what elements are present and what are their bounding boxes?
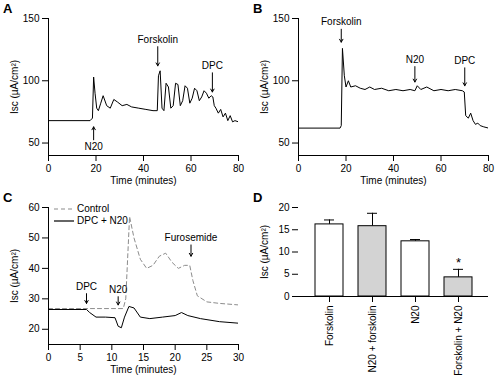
- svg-text:N20: N20: [406, 54, 425, 65]
- svg-text:0: 0: [284, 291, 290, 302]
- svg-text:0: 0: [46, 163, 52, 174]
- svg-text:Forskolin + N20: Forskolin + N20: [453, 305, 464, 376]
- svg-text:25: 25: [201, 352, 213, 363]
- svg-text:Time (minutes): Time (minutes): [110, 175, 176, 186]
- svg-text:40: 40: [28, 263, 40, 274]
- svg-text:60: 60: [435, 163, 447, 174]
- svg-text:10: 10: [106, 352, 118, 363]
- svg-text:DPC: DPC: [454, 55, 475, 66]
- svg-text:Forskolin: Forskolin: [324, 306, 335, 347]
- svg-text:5: 5: [77, 352, 83, 363]
- svg-text:Isc (µA/cm²): Isc (µA/cm²): [259, 60, 270, 114]
- svg-text:30: 30: [233, 352, 245, 363]
- svg-text:N20: N20: [84, 141, 103, 152]
- html-text:Control: Control: [77, 203, 110, 214]
- svg-text:40: 40: [388, 163, 400, 174]
- svg-text:0: 0: [46, 352, 52, 363]
- svg-text:60: 60: [28, 202, 40, 213]
- svg-text:Isc (µA/cm²): Isc (µA/cm²): [9, 249, 20, 303]
- svg-text:*: *: [456, 255, 461, 270]
- svg-text:20: 20: [28, 323, 40, 334]
- svg-text:20: 20: [340, 163, 352, 174]
- svg-text:N20: N20: [109, 284, 128, 295]
- svg-text:0: 0: [296, 163, 302, 174]
- svg-text:150: 150: [273, 13, 290, 24]
- svg-text:DPC: DPC: [76, 281, 97, 292]
- svg-text:10: 10: [278, 246, 290, 257]
- html-text:C: C: [3, 190, 13, 205]
- svg-text:150: 150: [23, 13, 40, 24]
- svg-text:Time (minutes): Time (minutes): [360, 175, 426, 186]
- svg-text:30: 30: [28, 293, 40, 304]
- html-text:D: D: [253, 190, 263, 205]
- svg-text:DPC: DPC: [202, 60, 223, 71]
- svg-text:100: 100: [273, 75, 290, 86]
- svg-text:60: 60: [185, 163, 197, 174]
- svg-text:50: 50: [278, 137, 290, 148]
- svg-text:Isc (µA/cm²): Isc (µA/cm²): [259, 225, 270, 279]
- svg-text:5: 5: [284, 268, 290, 279]
- html-text:A: A: [3, 1, 13, 16]
- svg-text:40: 40: [138, 163, 150, 174]
- svg-text:100: 100: [23, 75, 40, 86]
- html-text:B: B: [253, 1, 263, 16]
- svg-text:15: 15: [138, 352, 150, 363]
- svg-text:Isc (µA/cm²): Isc (µA/cm²): [9, 60, 20, 114]
- svg-text:20: 20: [170, 352, 182, 363]
- svg-text:50: 50: [28, 137, 40, 148]
- svg-text:Forskolin: Forskolin: [137, 34, 178, 45]
- svg-text:80: 80: [483, 163, 495, 174]
- html-text:DPC + N20: DPC + N20: [77, 215, 128, 226]
- svg-text:N20 + forskolin: N20 + forskolin: [367, 306, 378, 373]
- svg-text:Furosemide: Furosemide: [165, 232, 218, 243]
- svg-text:50: 50: [28, 232, 40, 243]
- svg-text:20: 20: [278, 202, 290, 213]
- svg-text:15: 15: [278, 224, 290, 235]
- svg-text:Time (minutes): Time (minutes): [110, 364, 176, 375]
- svg-text:N20: N20: [410, 305, 421, 324]
- svg-text:80: 80: [233, 163, 245, 174]
- svg-text:20: 20: [90, 163, 102, 174]
- svg-text:Forskolin: Forskolin: [321, 16, 362, 27]
